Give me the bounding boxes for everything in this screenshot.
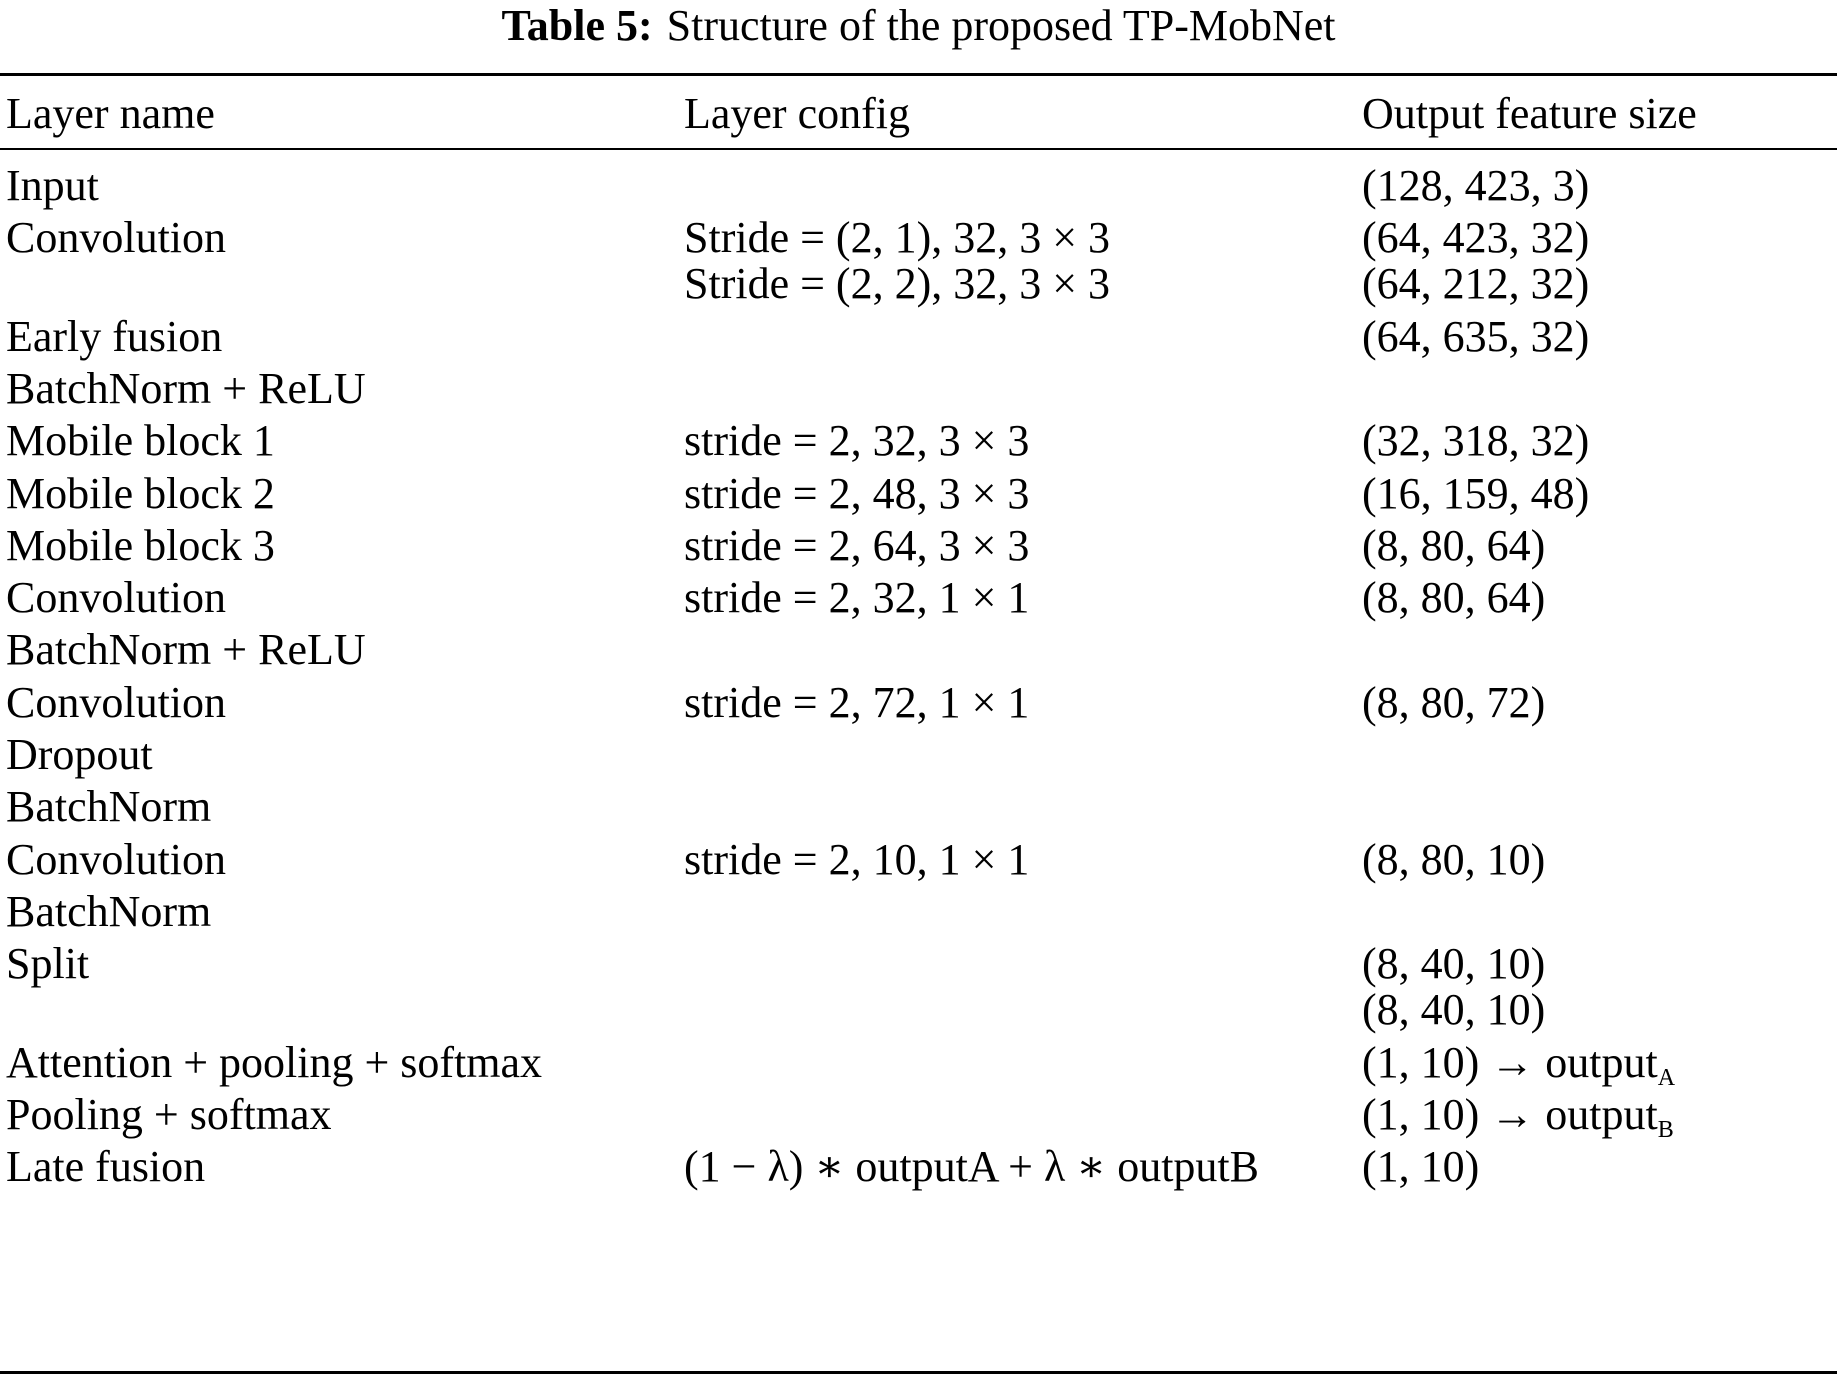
caption-label: Table 5: — [501, 1, 653, 50]
cell-layer-name: Mobile block 3 — [6, 520, 275, 570]
cell-layer-config: Stride = (2, 2), 32, 3 × 3 — [684, 259, 1111, 309]
header-layer-config: Layer config — [684, 89, 910, 138]
table-row: Attention + pooling + softmax (1, 10) → o… — [0, 1037, 1837, 1091]
cell-layer-name: BatchNorm — [6, 782, 212, 832]
cell-output-text: (16, 159, 48) — [1362, 468, 1590, 518]
cell-layer-name: Dropout — [6, 730, 153, 779]
top-rule — [0, 73, 1837, 76]
cell-output-text: (32, 318, 32) — [1362, 416, 1590, 466]
cell-output-text: (8, 80, 64) — [1362, 520, 1546, 570]
cell-layer-config: stride = 2, 32, 3 × 3 — [684, 416, 1030, 466]
cell-layer-config: stride = 2, 72, 1 × 1 — [684, 677, 1030, 727]
cell-output-size: (64, 212, 32) — [1362, 258, 1589, 310]
cell-output-subscript: A — [1657, 1064, 1676, 1091]
cell-output-text: (8, 80, 10) — [1362, 834, 1546, 884]
cell-output-text: (8, 80, 72) — [1362, 677, 1546, 727]
cell-layer-name: BatchNorm — [6, 886, 212, 936]
cell-output-text: (1, 10) — [1362, 1142, 1480, 1192]
table-row: Mobile block 2 stride = 2, 48, 3 × 3 (16, … — [0, 468, 1837, 520]
table-row: BatchNorm + ReLU — [0, 624, 1837, 676]
cell-output-text: (8, 80, 64) — [1362, 573, 1546, 623]
table-row: Stride = (2, 2), 32, 3 × 3 (64, 212, 32) — [0, 258, 1837, 310]
cell-layer-name: Input — [6, 161, 99, 210]
cell-output-size: (1, 10) → outputA — [1362, 1037, 1675, 1104]
cell-layer-name: Early fusion — [6, 311, 223, 361]
cell-output-size: (8, 40, 10) — [1362, 984, 1545, 1036]
cell-output-size: (8, 40, 10) — [1362, 938, 1545, 990]
cell-layer-name: Attention + pooling + softmax — [6, 1037, 543, 1087]
cell-layer-name: Mobile block 1 — [6, 416, 275, 466]
cell-output-text: (8, 40, 10) — [1362, 985, 1546, 1035]
cell-output-size: (1, 10) → outputB — [1362, 1089, 1674, 1156]
cell-layer-name: Split — [6, 939, 90, 989]
cell-layer-name: BatchNorm + ReLU — [6, 363, 366, 413]
caption-title: Structure of the proposed TP-MobNet — [666, 1, 1336, 50]
cell-layer-config: stride = 2, 32, 1 × 1 — [684, 573, 1030, 623]
cell-output-size: (8, 80, 72) — [1362, 677, 1545, 729]
header-layer-name: Layer name — [6, 89, 215, 138]
cell-output-text: (1, 10) → output — [1362, 1089, 1658, 1139]
table-row: Convolution stride = 2, 32, 1 × 1 (8, 80, … — [0, 572, 1837, 624]
table-row: Convolution Stride = (2, 1), 32, 3 × 3 (64… — [0, 212, 1837, 264]
table-row: Late fusion (1 − λ) ∗ outputA + λ ∗ outpu… — [0, 1141, 1837, 1193]
cell-output-text: (8, 40, 10) — [1362, 939, 1546, 989]
cell-layer-name: Convolution — [6, 573, 227, 623]
cell-output-text: (1, 10) → output — [1362, 1037, 1658, 1087]
table-row: BatchNorm — [0, 886, 1837, 938]
table-row: Mobile block 3 stride = 2, 64, 3 × 3 (8, 8… — [0, 520, 1837, 572]
table-row: (8, 40, 10) — [0, 984, 1837, 1036]
table-row: Input (128, 423, 3) — [0, 160, 1837, 212]
table-row: BatchNorm + ReLU — [0, 363, 1837, 415]
header-rule — [0, 148, 1837, 150]
cell-output-size: (32, 318, 32) — [1362, 415, 1589, 467]
cell-layer-name: Convolution — [6, 834, 227, 884]
cell-layer-config: (1 − λ) ∗ outputA + λ ∗ outputB — [684, 1142, 1260, 1192]
table-row: Split (8, 40, 10) — [0, 938, 1837, 990]
cell-layer-name: Late fusion — [6, 1142, 206, 1192]
table-row: Pooling + softmax (1, 10) → outputB — [0, 1089, 1837, 1143]
cell-output-text: (64, 212, 32) — [1362, 259, 1590, 309]
header-output-size: Output feature size — [1362, 89, 1697, 138]
cell-output-size: (1, 10) — [1362, 1141, 1479, 1193]
cell-output-size: (64, 423, 32) — [1362, 212, 1589, 264]
table-row: Convolution stride = 2, 10, 1 × 1 (8, 80, … — [0, 834, 1837, 886]
table-row: Convolution stride = 2, 72, 1 × 1 (8, 80, … — [0, 677, 1837, 729]
cell-output-size: (64, 635, 32) — [1362, 311, 1589, 363]
cell-output-subscript: B — [1657, 1116, 1674, 1143]
cell-output-size: (16, 159, 48) — [1362, 468, 1589, 520]
table-header: Layer name Layer config Output feature s… — [0, 84, 1837, 144]
table-row: Early fusion (64, 635, 32) — [0, 311, 1837, 363]
cell-layer-config: stride = 2, 10, 1 × 1 — [684, 834, 1030, 884]
cell-layer-config: Stride = (2, 1), 32, 3 × 3 — [684, 213, 1111, 263]
cell-output-size: (128, 423, 3) — [1362, 160, 1589, 212]
bottom-rule — [0, 1371, 1837, 1374]
cell-output-text: (128, 423, 3) — [1362, 161, 1590, 210]
cell-layer-config: stride = 2, 48, 3 × 3 — [684, 468, 1030, 518]
table-row: Mobile block 1 stride = 2, 32, 3 × 3 (32, … — [0, 415, 1837, 467]
cell-output-size: (8, 80, 64) — [1362, 520, 1545, 572]
cell-output-text: (64, 423, 32) — [1362, 213, 1590, 263]
table-row: Dropout — [0, 729, 1837, 781]
cell-output-size: (8, 80, 64) — [1362, 572, 1545, 624]
table-row: BatchNorm — [0, 781, 1837, 833]
cell-output-size: (8, 80, 10) — [1362, 834, 1545, 886]
table-caption: Table 5: Structure of the proposed TP-Mob… — [0, 0, 1837, 56]
cell-layer-name: Convolution — [6, 677, 227, 727]
cell-output-text: (64, 635, 32) — [1362, 311, 1590, 361]
cell-layer-name: Mobile block 2 — [6, 468, 275, 518]
cell-layer-config: stride = 2, 64, 3 × 3 — [684, 520, 1030, 570]
cell-layer-name: BatchNorm + ReLU — [6, 625, 366, 675]
cell-layer-name: Pooling + softmax — [6, 1089, 332, 1139]
cell-layer-name: Convolution — [6, 213, 227, 263]
